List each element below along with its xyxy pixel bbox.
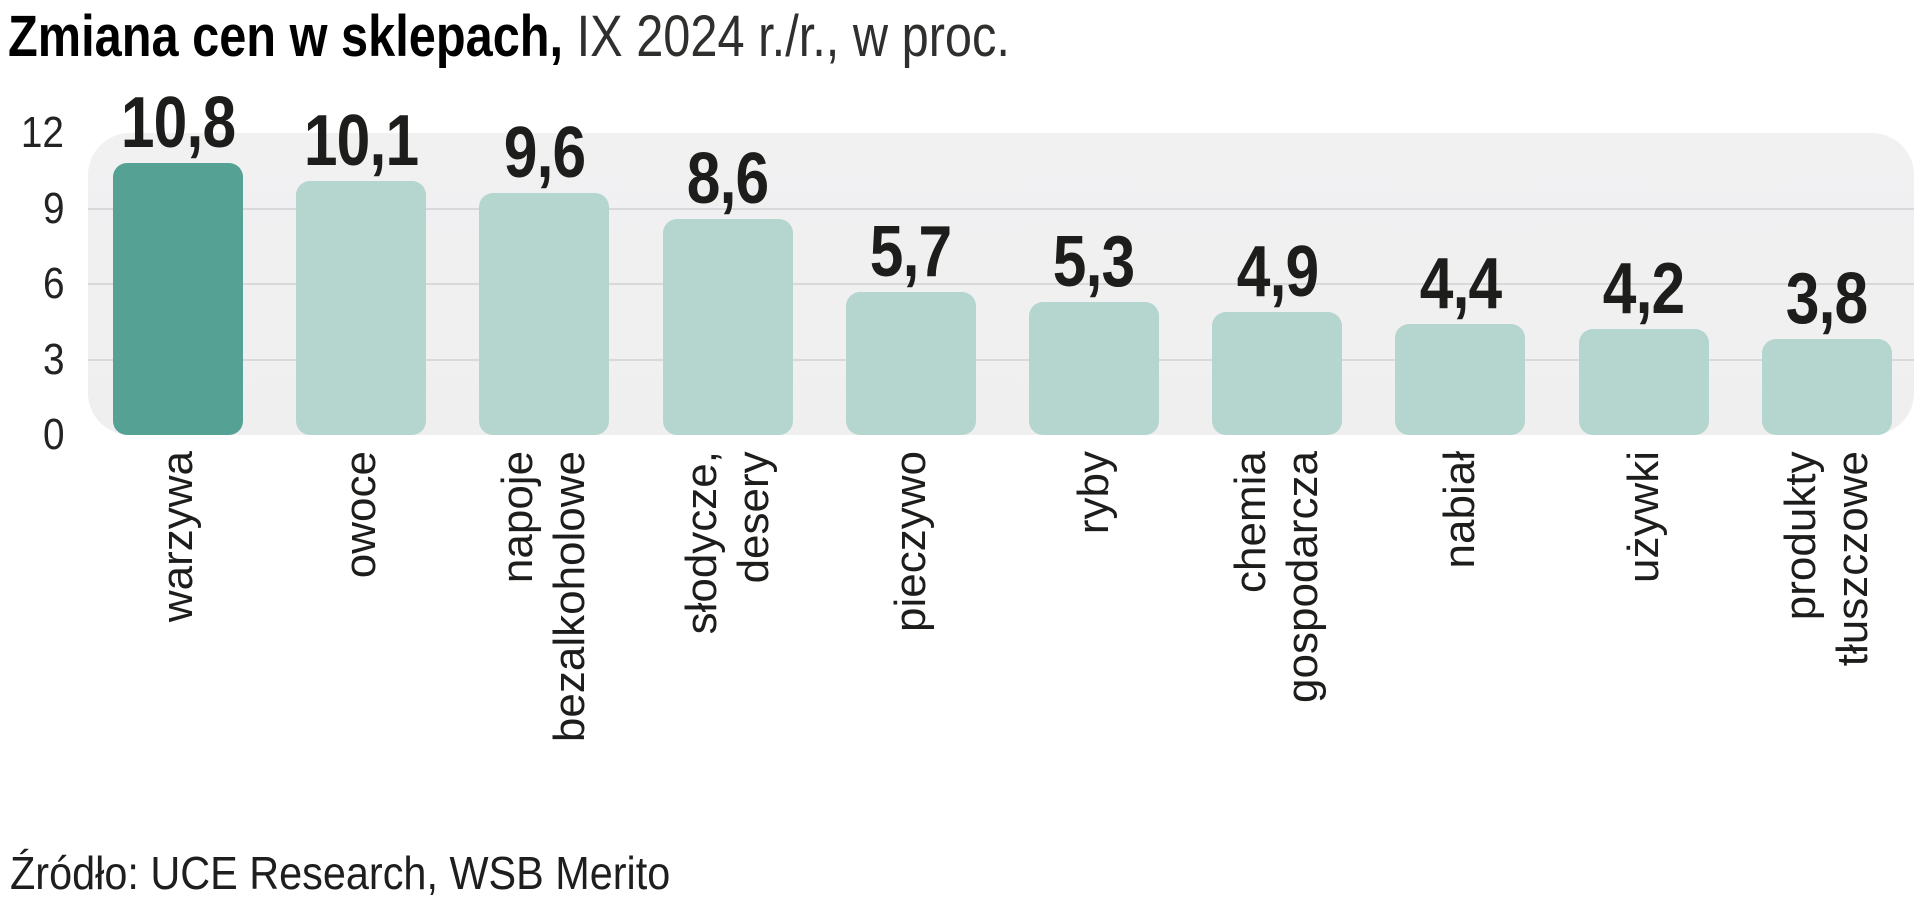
- bar-nabiał: [1395, 324, 1526, 435]
- bar-chemia-gospodarcza: [1212, 311, 1343, 435]
- source-note-text: Źródło: UCE Research, WSB Merito: [10, 847, 671, 899]
- bar-value-text: 4,2: [1602, 249, 1685, 330]
- gridline-6: [88, 283, 1914, 285]
- chart-title-period: IX 2024 r./r., w proc.: [576, 4, 1010, 69]
- bar-value-label: 10,1: [211, 105, 511, 177]
- y-tick-text: 9: [42, 183, 64, 233]
- x-tick-text: używki: [1618, 451, 1668, 584]
- bar-napoje-bezalkoholowe: [479, 193, 610, 435]
- bar-value-label: 4,4: [1310, 248, 1610, 320]
- bar-value-label: 10,8: [28, 87, 328, 159]
- bar-value-label: 3,8: [1677, 263, 1920, 335]
- bar-value-text: 9,6: [503, 113, 586, 194]
- bar-value-text: 5,3: [1053, 221, 1135, 302]
- bar-value-label: 9,6: [394, 117, 694, 189]
- bar-słodycze-desery: [662, 218, 793, 435]
- gridline-9: [88, 207, 1914, 210]
- bar-value-label: 4,9: [1127, 236, 1427, 308]
- x-tick-text: chemia gospodarcza: [1226, 451, 1328, 703]
- bar-produkty-tłuszczowe: [1761, 339, 1892, 435]
- y-tick-text: 6: [42, 259, 64, 308]
- x-tick-text: słodycze, desery: [676, 451, 778, 635]
- y-tick-label-9: 9: [0, 183, 64, 235]
- bar-value-text: 10,1: [304, 100, 419, 181]
- x-tick-text: owoce: [336, 451, 386, 579]
- bar-value-label: 8,6: [578, 143, 878, 215]
- bar-pieczywo: [845, 291, 976, 435]
- gridline-3: [88, 358, 1914, 361]
- bar-value-text: 3,8: [1786, 259, 1868, 340]
- chart-title-main: Zmiana cen w sklepach,: [8, 4, 564, 69]
- x-tick-text: napoje bezalkoholowe: [493, 451, 595, 743]
- bar-ryby: [1029, 301, 1159, 435]
- x-tick-text: ryby: [1069, 451, 1118, 535]
- y-tick-label-3: 3: [0, 334, 64, 386]
- y-tick-text: 3: [42, 334, 64, 384]
- y-tick-label-0: 0: [0, 409, 64, 461]
- bar-value-label: 5,3: [944, 226, 1244, 298]
- bar-value-text: 4,4: [1419, 244, 1502, 325]
- y-tick-text: 12: [20, 108, 64, 157]
- bar-value-text: 10,8: [120, 83, 236, 164]
- y-tick-label-6: 6: [0, 258, 64, 310]
- x-tick-text: pieczywo: [885, 451, 935, 632]
- x-tick-text: nabiał: [1435, 451, 1485, 569]
- bar-value-label: 5,7: [761, 216, 1061, 288]
- y-tick-label-12: 12: [0, 107, 64, 159]
- y-tick-text: 0: [42, 410, 64, 459]
- chart-title: Zmiana cen w sklepach, IX 2024 r./r., w …: [8, 0, 1201, 74]
- bar-value-text: 4,9: [1236, 231, 1318, 312]
- x-tick-text: produkty tłuszczowe: [1775, 451, 1877, 667]
- bar-owoce: [296, 180, 427, 435]
- bar-warzywa: [113, 163, 243, 435]
- bar-value-text: 8,6: [686, 138, 769, 219]
- x-tick-text: warzywa: [153, 451, 202, 623]
- source-note: Źródło: UCE Research, WSB Merito: [10, 844, 744, 902]
- bar-value-label: 4,2: [1494, 253, 1794, 325]
- bar-używki: [1578, 329, 1709, 435]
- bar-value-text: 5,7: [870, 211, 952, 292]
